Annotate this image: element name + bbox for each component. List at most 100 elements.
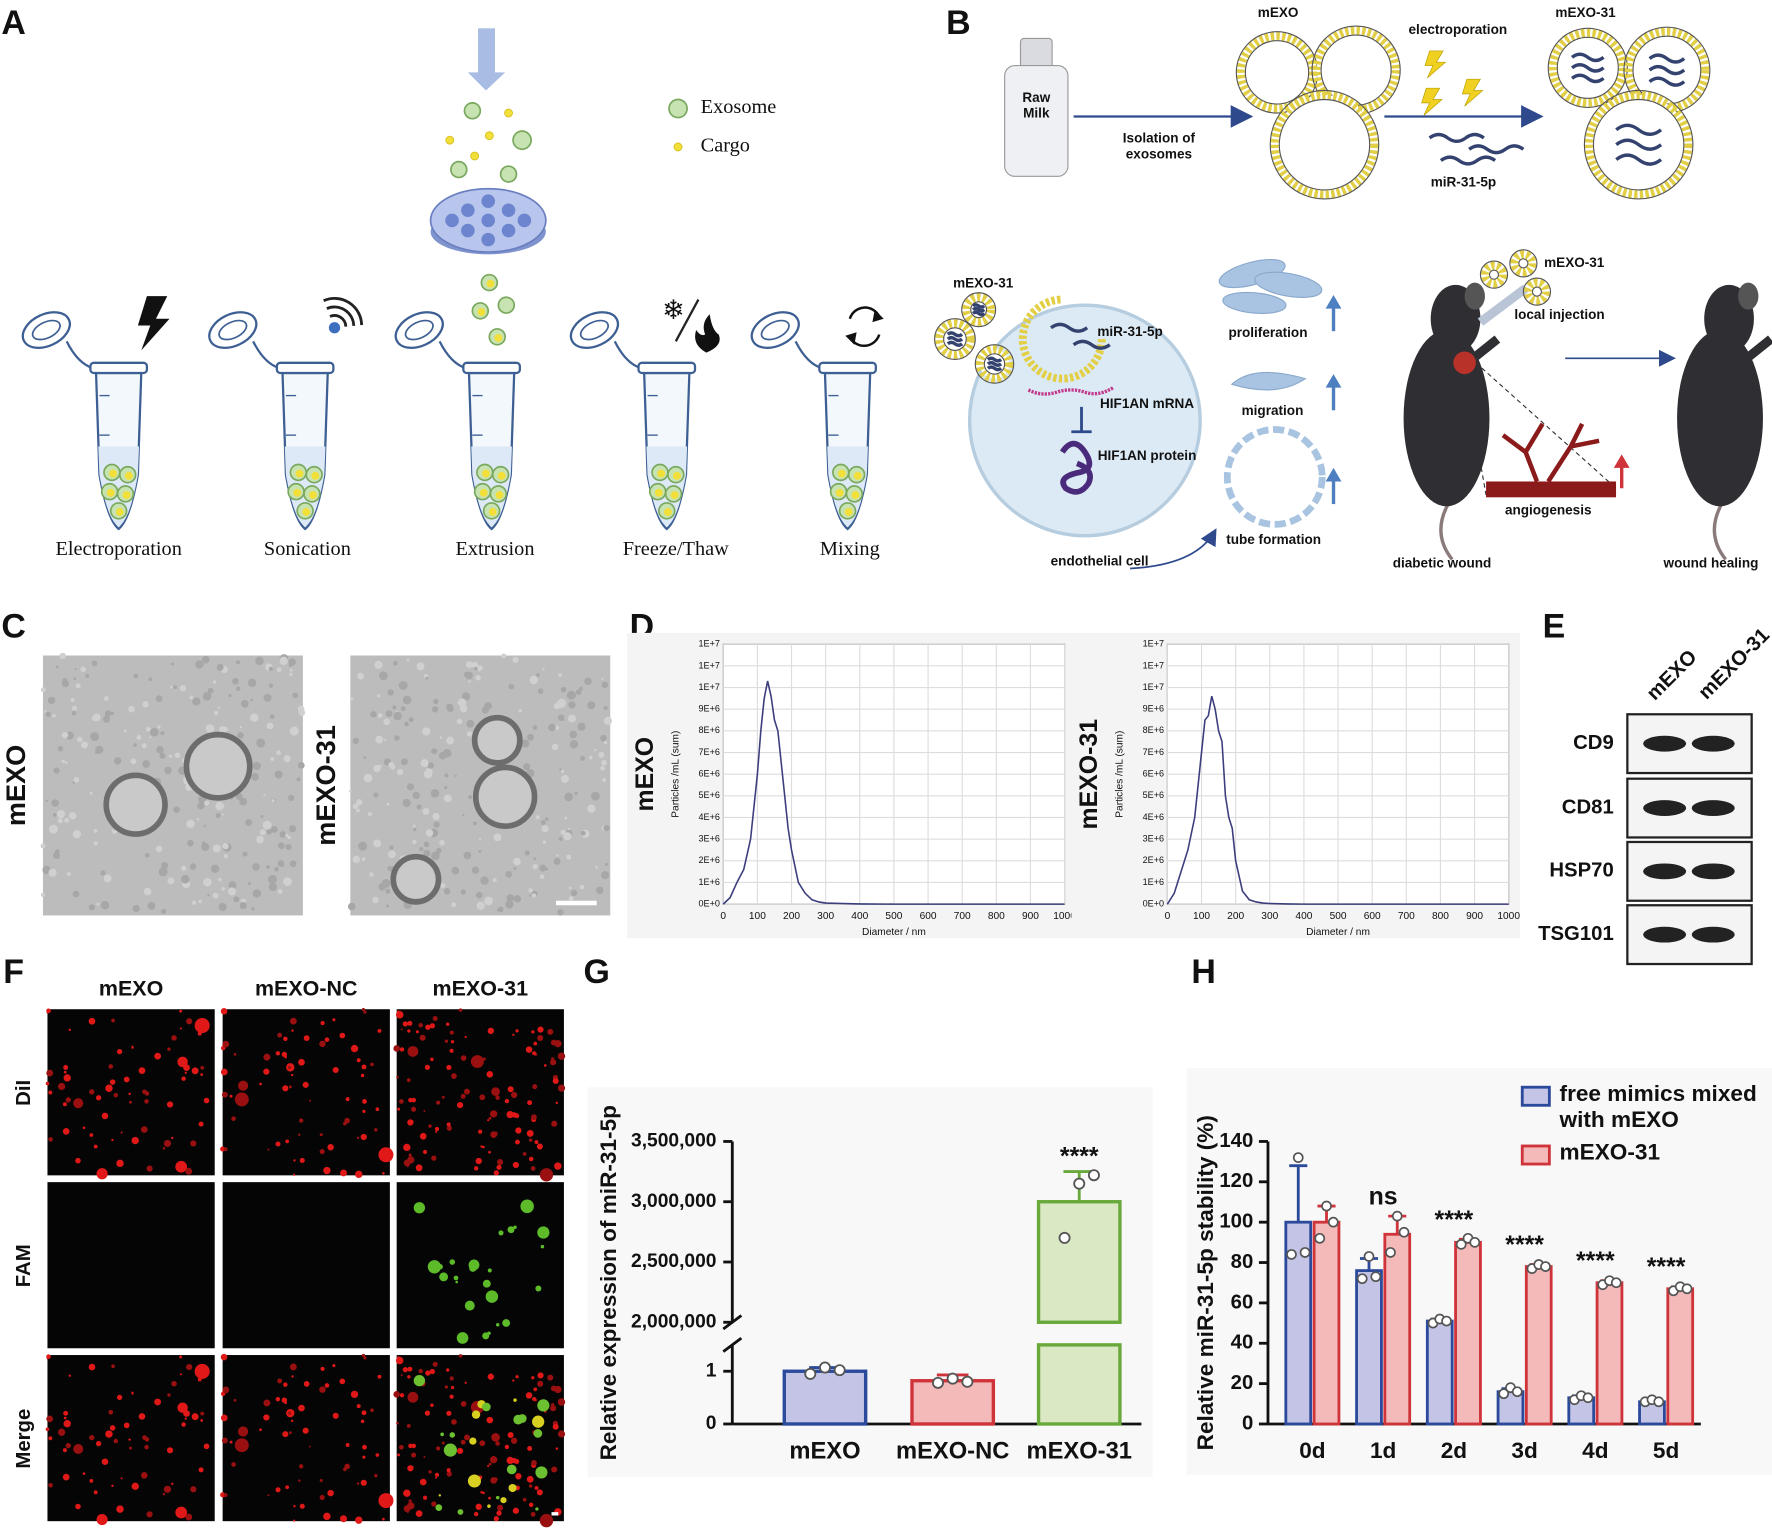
speckle xyxy=(181,874,190,884)
x-tick-label: 700 xyxy=(954,911,971,922)
speckle xyxy=(222,726,228,732)
red-signal xyxy=(475,1503,482,1510)
mouse-body xyxy=(1403,330,1490,507)
speckle xyxy=(196,818,200,821)
speckle xyxy=(600,734,607,742)
mouse-tail xyxy=(1712,496,1728,561)
speckle xyxy=(601,681,609,689)
speckle xyxy=(73,677,77,681)
red-signal xyxy=(144,1444,149,1450)
red-signal xyxy=(512,1161,519,1169)
speckle xyxy=(587,701,596,710)
red-signal xyxy=(131,1046,134,1049)
y-tick-label: 7E+6 xyxy=(1143,747,1164,757)
side-label: mEXO xyxy=(0,745,31,826)
red-signal xyxy=(550,1405,557,1412)
speckle xyxy=(580,756,586,761)
red-signal xyxy=(531,1114,537,1121)
red-signal xyxy=(430,1057,434,1062)
speckle xyxy=(73,777,80,783)
panel-label: A xyxy=(1,4,25,42)
red-signal xyxy=(68,1374,72,1377)
speckle xyxy=(239,725,242,729)
red-signal xyxy=(493,1170,499,1176)
red-signal xyxy=(450,1385,455,1390)
tube-rim xyxy=(462,361,521,375)
cargo xyxy=(488,508,497,516)
speckle xyxy=(465,671,473,680)
red-signal xyxy=(493,1516,499,1522)
tube-ring xyxy=(1223,426,1326,528)
speckle xyxy=(160,908,167,915)
red-signal xyxy=(88,1017,96,1025)
x-axis-label: Diameter / nm xyxy=(862,927,926,938)
speckle xyxy=(393,711,402,721)
speckle xyxy=(136,735,142,740)
red-signal xyxy=(299,1157,305,1163)
red-signal xyxy=(113,1438,119,1444)
speckle xyxy=(412,824,416,828)
red-signal xyxy=(191,1413,199,1421)
speckle xyxy=(44,710,47,713)
speckle xyxy=(235,793,243,801)
speckle xyxy=(518,708,522,713)
red-signal xyxy=(75,1157,81,1164)
cargo xyxy=(670,491,679,499)
speckle xyxy=(373,764,381,773)
red-signal xyxy=(415,1164,423,1172)
data-point xyxy=(1292,1152,1304,1163)
speckle xyxy=(168,754,173,758)
red-signal xyxy=(275,1141,281,1147)
tube-lid xyxy=(750,311,800,349)
red-signal xyxy=(552,1077,559,1084)
speckle xyxy=(402,695,412,705)
red-signal xyxy=(537,1026,544,1033)
vesicle-label: mEXO-31 xyxy=(1555,5,1616,20)
column-label: mEXO xyxy=(99,977,163,1001)
speckle xyxy=(268,683,274,688)
red-signal xyxy=(449,1394,454,1399)
speckle xyxy=(443,888,451,895)
isolation-label: Isolation of exosomes xyxy=(1123,131,1195,161)
speckle xyxy=(432,812,440,821)
red-signal xyxy=(451,1073,457,1079)
speckle xyxy=(212,892,219,899)
red-signal xyxy=(234,1092,249,1107)
speckle xyxy=(388,850,396,859)
red-signal xyxy=(89,1089,95,1095)
red-signal xyxy=(528,1138,533,1142)
speckle xyxy=(377,713,383,718)
method-label: Electroporation xyxy=(55,538,181,560)
speckle xyxy=(463,851,472,860)
red-signal xyxy=(531,1376,535,1380)
red-signal xyxy=(324,1037,330,1042)
speckle xyxy=(270,757,275,761)
red-signal xyxy=(48,1482,53,1488)
up-arrow-head xyxy=(1325,467,1342,482)
speckle xyxy=(57,745,64,752)
red-signal xyxy=(185,1513,193,1521)
red-signal xyxy=(407,1020,413,1026)
vesicle-em xyxy=(103,772,168,837)
speckle xyxy=(379,671,388,681)
mirna xyxy=(1428,132,1485,144)
red-signal xyxy=(491,1087,500,1096)
red-signal xyxy=(138,1413,146,1420)
speckle xyxy=(563,832,572,841)
annotation: **** xyxy=(1576,1247,1615,1275)
filter-pore xyxy=(461,223,475,238)
speckle xyxy=(352,803,359,810)
red-signal xyxy=(530,1166,536,1171)
speckle xyxy=(74,667,77,671)
red-signal xyxy=(411,1443,417,1449)
red-signal xyxy=(62,1102,67,1107)
speckle xyxy=(274,866,279,872)
speckle xyxy=(542,840,547,844)
red-signal xyxy=(377,1374,382,1379)
speckle xyxy=(271,799,275,803)
red-signal xyxy=(522,1497,527,1502)
y-axis-label: Relative miR-31-5p stability (%) xyxy=(1193,1115,1218,1450)
red-signal xyxy=(293,1519,296,1522)
speckle xyxy=(564,792,573,802)
speckle xyxy=(215,801,224,811)
